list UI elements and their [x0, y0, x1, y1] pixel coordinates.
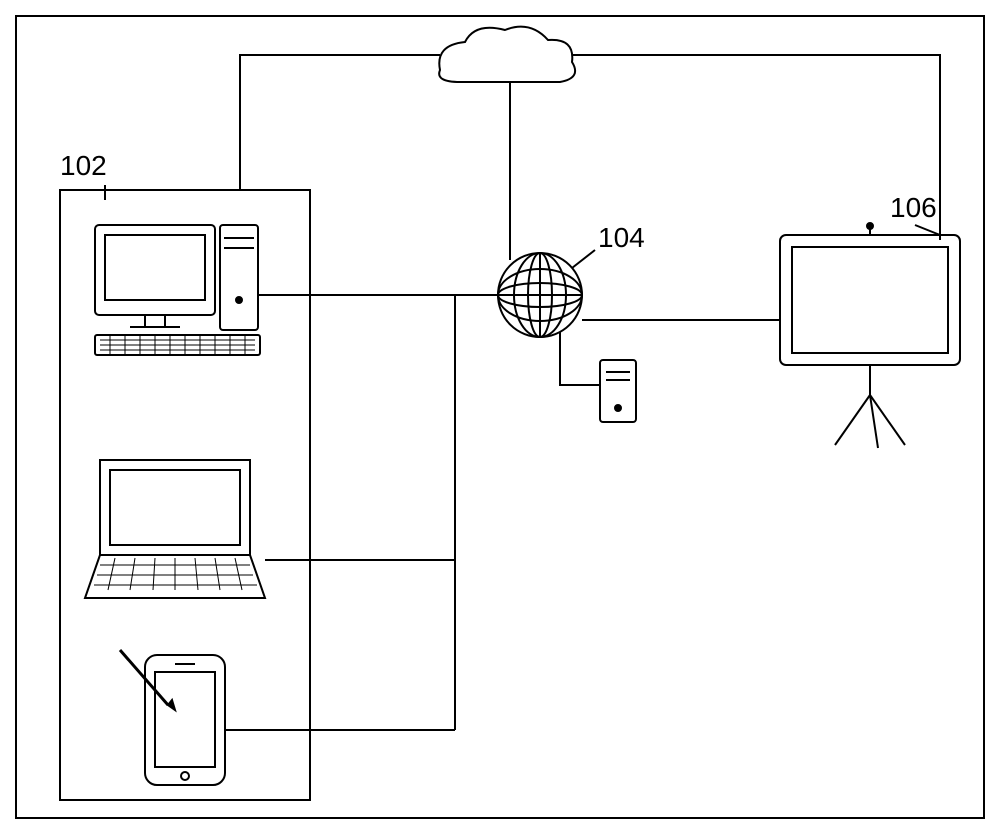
desktop-icon	[95, 225, 260, 355]
label-106-leader	[915, 225, 940, 235]
label-102: 102	[60, 150, 107, 182]
cloud-icon	[439, 27, 575, 82]
tablet-icon	[120, 650, 225, 785]
client-group-box	[60, 190, 310, 800]
edge-cloud-display	[572, 55, 940, 240]
label-104: 104	[598, 222, 645, 254]
edge-globe-server	[560, 332, 600, 385]
display-icon	[780, 223, 960, 448]
globe-icon	[498, 253, 582, 337]
edge-cloud-clientbox	[240, 55, 440, 190]
laptop-icon	[85, 460, 265, 598]
label-106: 106	[890, 192, 937, 224]
label-104-leader	[572, 250, 595, 268]
diagram-svg	[0, 0, 1000, 834]
diagram-canvas: 102 104 106	[0, 0, 1000, 834]
server-icon	[600, 360, 636, 422]
